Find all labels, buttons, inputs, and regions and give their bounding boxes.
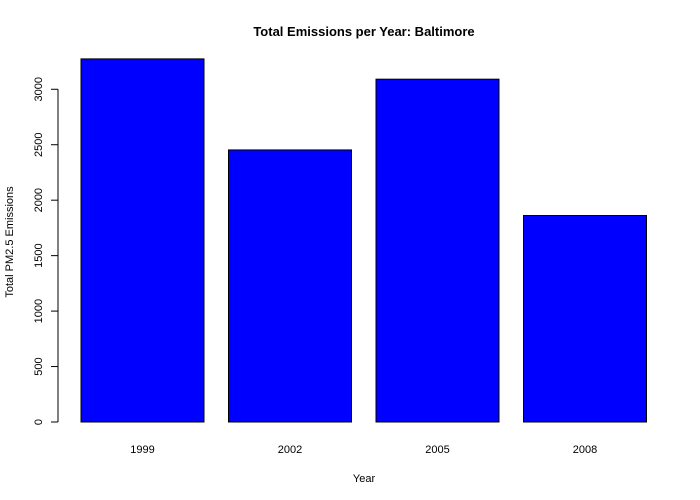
- x-tick-label: 2002: [278, 444, 302, 456]
- x-tick-labels: 1999 2002 2005 2008: [130, 444, 597, 456]
- x-tick-label: 2008: [573, 444, 597, 456]
- chart-title: Total Emissions per Year: Baltimore: [253, 24, 474, 39]
- y-tick-label: 0: [33, 419, 45, 425]
- bar-1999: [80, 58, 205, 423]
- x-tick-label: 1999: [130, 444, 154, 456]
- y-tick-label: 500: [33, 357, 45, 375]
- y-tick-label: 1500: [33, 243, 45, 267]
- y-tick-label: 3000: [33, 77, 45, 101]
- y-tick-label: 2500: [33, 132, 45, 156]
- bar-2002: [228, 149, 352, 423]
- bar-2008: [523, 214, 647, 423]
- bars-group: [80, 58, 647, 423]
- y-tick-label: 2000: [33, 188, 45, 212]
- y-tick-label: 1000: [33, 299, 45, 323]
- y-axis-label: Total PM2.5 Emissions: [4, 186, 16, 298]
- x-axis-label: Year: [353, 473, 376, 485]
- x-tick-label: 2005: [425, 444, 449, 456]
- bar-2005: [375, 78, 500, 423]
- y-axis: 0 500 1000 1500 2000 2500 3000: [33, 77, 59, 425]
